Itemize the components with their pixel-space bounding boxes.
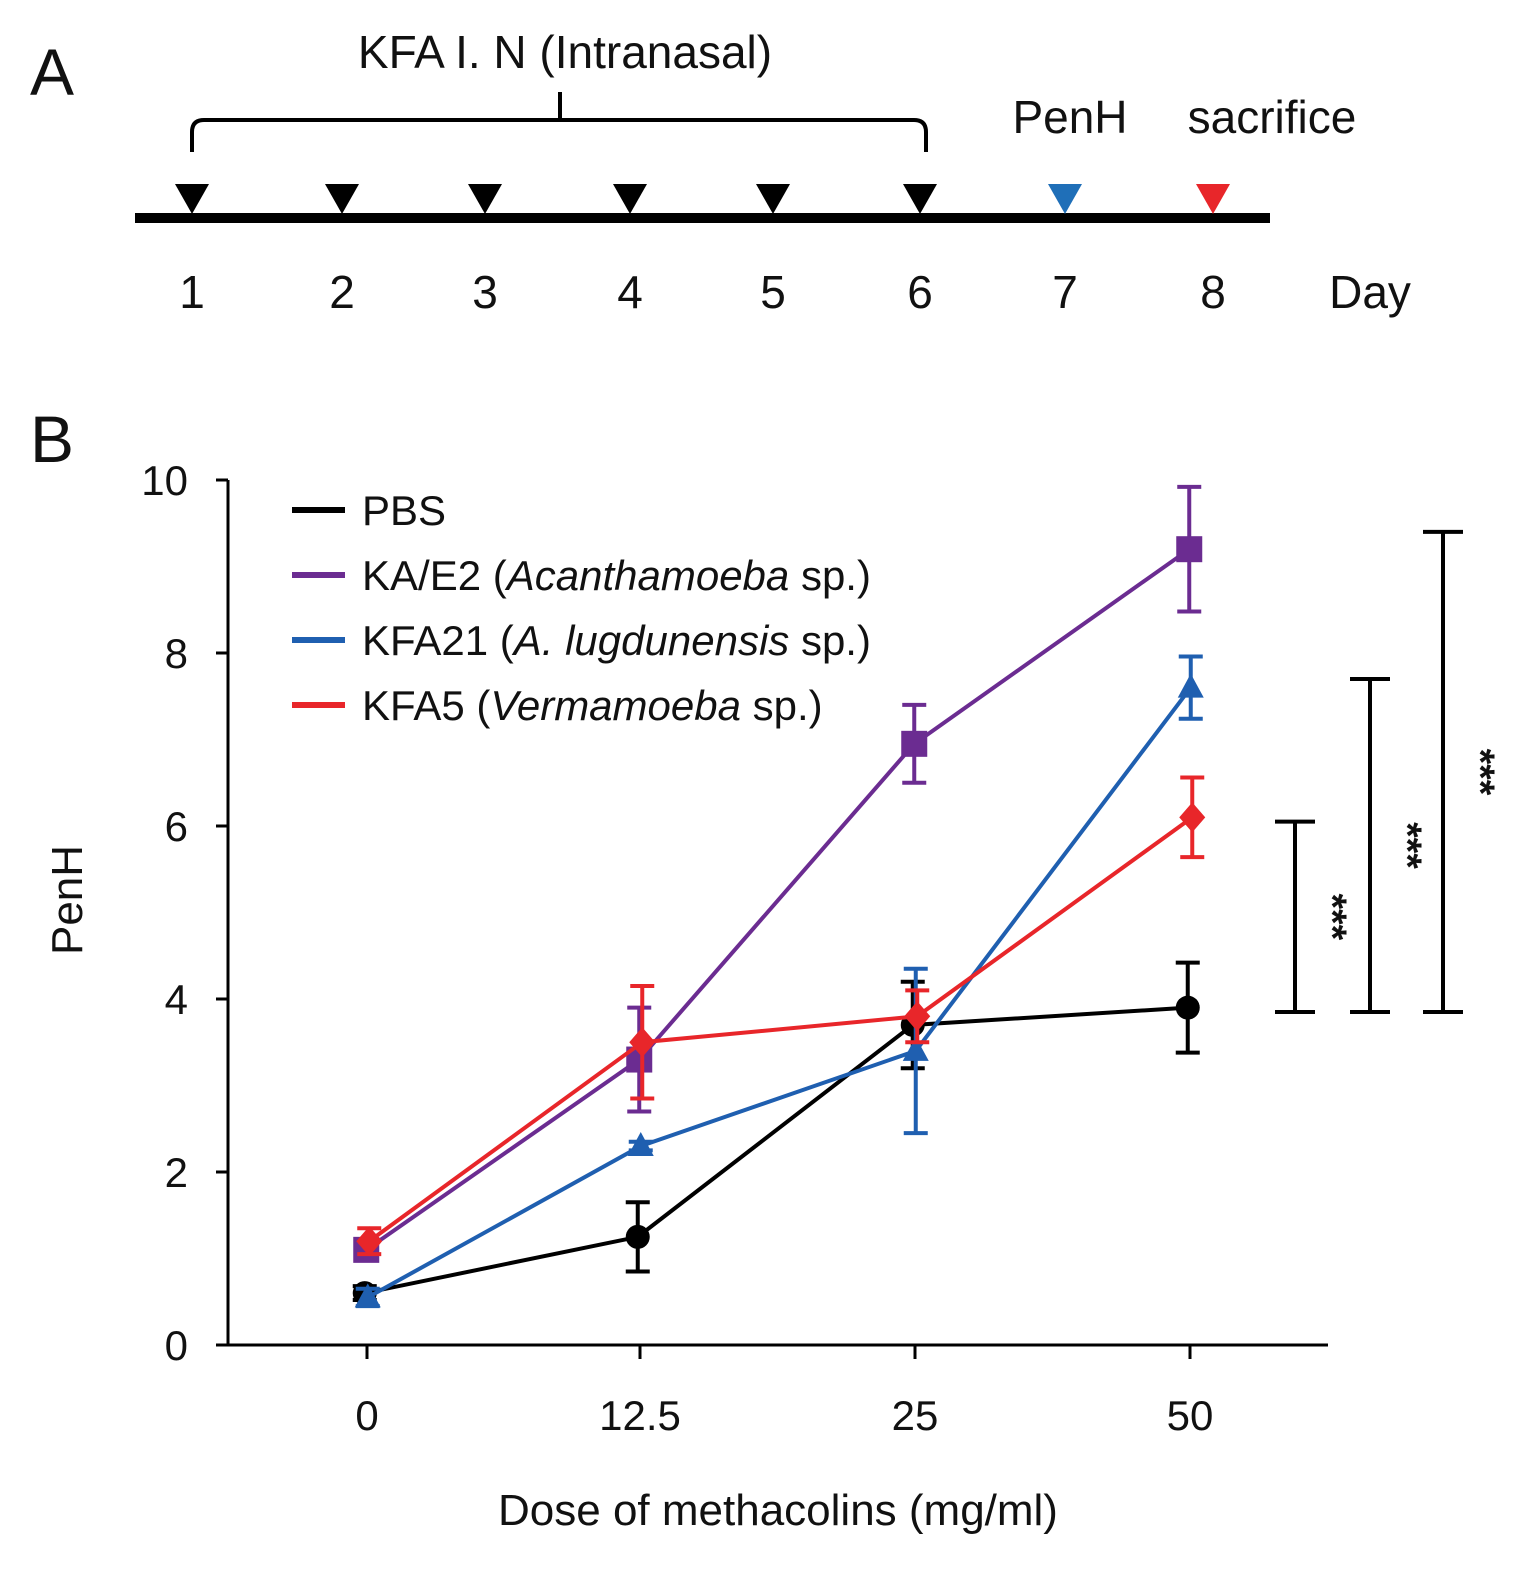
y-tick-label: 4 xyxy=(165,976,188,1023)
x-tick-label: 25 xyxy=(892,1392,939,1439)
significance-label: *** xyxy=(1385,822,1429,869)
legend-entry: KFA21 (A. lugdunensis sp.) xyxy=(292,617,871,664)
bracket-line xyxy=(1350,676,1390,1014)
intranasal-marker xyxy=(468,184,502,214)
bracket-line xyxy=(1423,529,1463,1014)
y-tick-label: 10 xyxy=(141,457,188,504)
day-label: 4 xyxy=(617,266,643,318)
series-1 xyxy=(353,484,1203,1263)
significance-bracket: *** xyxy=(1350,676,1429,1014)
day-label: 8 xyxy=(1200,266,1226,318)
penh-label: PenH xyxy=(1012,91,1127,143)
day-label: 3 xyxy=(472,266,498,318)
day-label: 7 xyxy=(1052,266,1078,318)
data-point-marker xyxy=(1175,995,1200,1020)
significance-label: *** xyxy=(1310,893,1354,940)
data-point-marker xyxy=(904,1001,931,1032)
data-point-marker xyxy=(1179,802,1206,833)
panel-b: B 0 2 4 6 8 10 0 12.5 25 50 PenH Dose of methaco… xyxy=(30,402,1502,1535)
legend-label: KFA5 (Vermamoeba sp.) xyxy=(362,682,823,729)
intranasal-label: KFA I. N (Intranasal) xyxy=(358,26,772,78)
data-point-marker xyxy=(354,1283,381,1308)
day-axis-label: Day xyxy=(1329,266,1411,318)
legend-entry: PBS xyxy=(292,487,446,534)
intranasal-marker xyxy=(756,184,790,214)
day-label: 2 xyxy=(329,266,355,318)
sacrifice-label: sacrifice xyxy=(1188,91,1357,143)
y-tick-label: 0 xyxy=(165,1322,188,1369)
legend-label: KFA21 (A. lugdunensis sp.) xyxy=(362,617,871,664)
legend-label: PBS xyxy=(362,487,446,534)
data-point-marker xyxy=(356,1226,383,1257)
intranasal-bracket xyxy=(190,92,928,152)
intranasal-marker xyxy=(903,184,937,214)
x-tick-label: 12.5 xyxy=(599,1392,681,1439)
day-label: 6 xyxy=(907,266,933,318)
x-tick-label: 0 xyxy=(355,1392,378,1439)
data-point-marker xyxy=(625,1224,650,1249)
series-line xyxy=(364,1005,1188,1296)
data-point-marker xyxy=(627,1132,654,1157)
data-point-marker xyxy=(629,1027,656,1058)
legend-label: KA/E2 (Acanthamoeba sp.) xyxy=(362,552,871,599)
legend-entry: KFA5 (Vermamoeba sp.) xyxy=(292,682,823,729)
intranasal-marker xyxy=(175,184,209,214)
panel-a: A KFA I. N (Intranasal) PenH sacrifice 1… xyxy=(30,26,1411,318)
series-2 xyxy=(354,654,1204,1309)
day-label: 5 xyxy=(760,266,786,318)
y-tick-label: 6 xyxy=(165,803,188,850)
penh-marker xyxy=(1048,184,1082,214)
panel-a-letter: A xyxy=(30,35,74,109)
x-axis-title: Dose of methacolins (mg/ml) xyxy=(498,1486,1058,1535)
series-line xyxy=(368,815,1194,1243)
significance-bracket: *** xyxy=(1275,819,1354,1014)
significance-bracket: *** xyxy=(1423,529,1502,1014)
series-line xyxy=(365,547,1191,1252)
panel-b-letter: B xyxy=(30,402,74,476)
data-point-marker xyxy=(902,1036,929,1061)
series-line xyxy=(366,686,1193,1300)
intranasal-marker xyxy=(613,184,647,214)
bracket-line xyxy=(1275,819,1315,1014)
data-point-marker xyxy=(1177,673,1204,698)
intranasal-marker xyxy=(325,184,359,214)
data-point-marker xyxy=(901,730,928,757)
significance-label: *** xyxy=(1458,749,1502,796)
data-point-marker xyxy=(1176,536,1203,563)
series-0 xyxy=(352,960,1200,1306)
y-tick-label: 2 xyxy=(165,1149,188,1196)
legend-entry: KA/E2 (Acanthamoeba sp.) xyxy=(292,552,871,599)
day-label: 1 xyxy=(179,266,205,318)
y-axis-title: PenH xyxy=(43,845,92,955)
series-3 xyxy=(356,775,1206,1257)
y-tick-label: 8 xyxy=(165,630,188,677)
sacrifice-marker xyxy=(1196,184,1230,214)
x-tick-label: 50 xyxy=(1167,1392,1214,1439)
